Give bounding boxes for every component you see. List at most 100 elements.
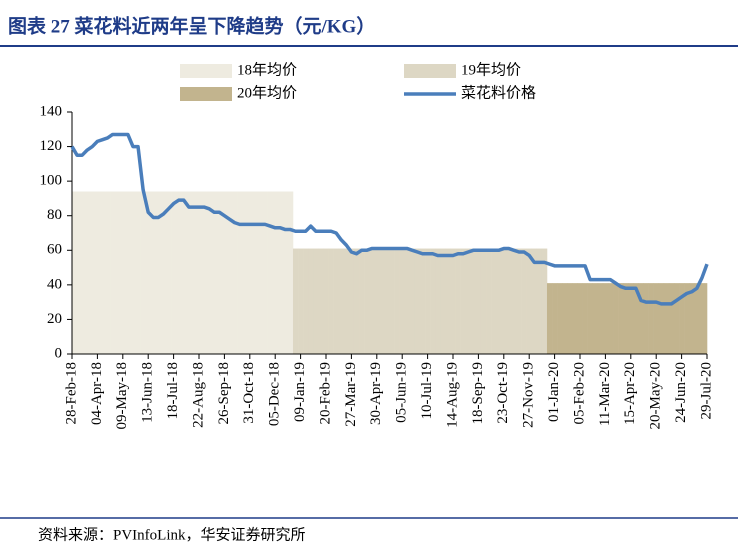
average-bar [673, 283, 680, 354]
average-bar [72, 191, 75, 354]
average-bar [526, 248, 533, 354]
average-bar [105, 191, 111, 354]
average-bar [292, 248, 299, 354]
average-bar [74, 191, 80, 354]
average-bar [633, 283, 639, 354]
legend-label: 20年均价 [237, 84, 297, 101]
average-bar [201, 191, 207, 354]
average-bar [455, 248, 461, 354]
average-bar [348, 248, 355, 354]
y-tick-label: 120 [40, 138, 63, 154]
y-tick-label: 80 [47, 207, 62, 223]
average-bar [171, 191, 177, 354]
legend-swatch [180, 87, 232, 101]
average-bar [277, 191, 284, 354]
average-bar [699, 283, 705, 354]
average-bar [536, 248, 543, 354]
x-tick-label: 31-Oct-18 [241, 362, 257, 424]
price-line [70, 132, 709, 306]
average-bar [369, 248, 375, 354]
average-bar [684, 283, 690, 354]
average-bar [359, 248, 365, 354]
average-bar [374, 248, 380, 354]
average-bar [541, 248, 548, 354]
x-tick-label: 20-Feb-19 [317, 362, 333, 425]
average-bar [430, 248, 436, 354]
average-bar [643, 283, 649, 354]
average-bar [567, 283, 573, 354]
average-bar [582, 283, 588, 354]
average-bar [460, 248, 466, 354]
average-bar [679, 283, 685, 354]
x-tick-label: 18-Jul-18 [165, 362, 181, 420]
x-tick-label: 01-Jan-20 [546, 362, 562, 422]
average-bar [694, 283, 700, 354]
average-bar [140, 191, 146, 354]
average-bar [216, 191, 223, 354]
y-tick-label: 140 [40, 103, 63, 119]
average-bar [318, 248, 324, 354]
average-bar [663, 283, 670, 354]
x-tick-label: 05-Dec-18 [267, 362, 283, 426]
average-bar [196, 191, 202, 354]
average-bar [135, 191, 141, 354]
average-bar [618, 283, 624, 354]
average-bar [282, 191, 289, 354]
average-bar [445, 248, 451, 354]
source: 资料来源：PVInfoLink，华安证券研究所 [38, 526, 306, 543]
x-tick-label: 11-Mar-20 [597, 362, 613, 426]
average-bar [440, 248, 446, 354]
average-bar [165, 191, 172, 354]
average-bar [506, 248, 512, 354]
average-bar [628, 283, 634, 354]
average-bar [470, 248, 477, 354]
average-bar [150, 191, 157, 354]
average-bar [435, 248, 441, 354]
average-bar [491, 248, 497, 354]
x-tick-label: 28-Feb-18 [63, 362, 79, 425]
average-bar [323, 248, 329, 354]
average-bar [486, 248, 492, 354]
y-tick-label: 0 [55, 345, 63, 361]
average-bar [272, 191, 279, 354]
average-bar [237, 191, 243, 354]
average-bar [94, 191, 101, 354]
legend-label: 18年均价 [237, 61, 297, 78]
average-bar [592, 283, 599, 354]
average-bar [232, 191, 238, 354]
x-tick-label: 13-Jun-18 [140, 362, 156, 423]
average-bar [115, 191, 121, 354]
average-bar [480, 248, 487, 354]
average-bar [597, 283, 604, 354]
average-bar [572, 283, 578, 354]
average-bar [120, 191, 126, 354]
average-bar [353, 248, 360, 354]
average-bar [562, 283, 568, 354]
legend-swatch [404, 64, 456, 78]
average-bar [668, 283, 675, 354]
average-bar [252, 191, 258, 354]
average-bar [130, 191, 136, 354]
average-bar [638, 283, 644, 354]
average-bar [257, 191, 263, 354]
chart-title: 图表 27 菜花料近两年呈下降趋势（元/KG） [8, 14, 375, 37]
average-bar [221, 191, 228, 354]
x-tick-label: 20-May-20 [648, 362, 664, 430]
y-tick-label: 60 [47, 242, 62, 258]
average-bar [496, 248, 502, 354]
x-tick-label: 24-Jun-20 [673, 362, 689, 423]
average-bar [226, 191, 233, 354]
y-tick-label: 40 [47, 276, 62, 292]
average-bar [191, 191, 197, 354]
average-bar [328, 248, 334, 354]
average-bar [577, 283, 583, 354]
average-bar [419, 248, 426, 354]
average-bar [394, 248, 400, 354]
average-bar [399, 248, 406, 354]
x-tick-label: 05-Jun-19 [394, 362, 410, 423]
x-tick-label: 10-Jul-19 [419, 362, 435, 420]
average-bar [546, 283, 553, 354]
average-bar [689, 283, 695, 354]
average-bar [181, 191, 187, 354]
